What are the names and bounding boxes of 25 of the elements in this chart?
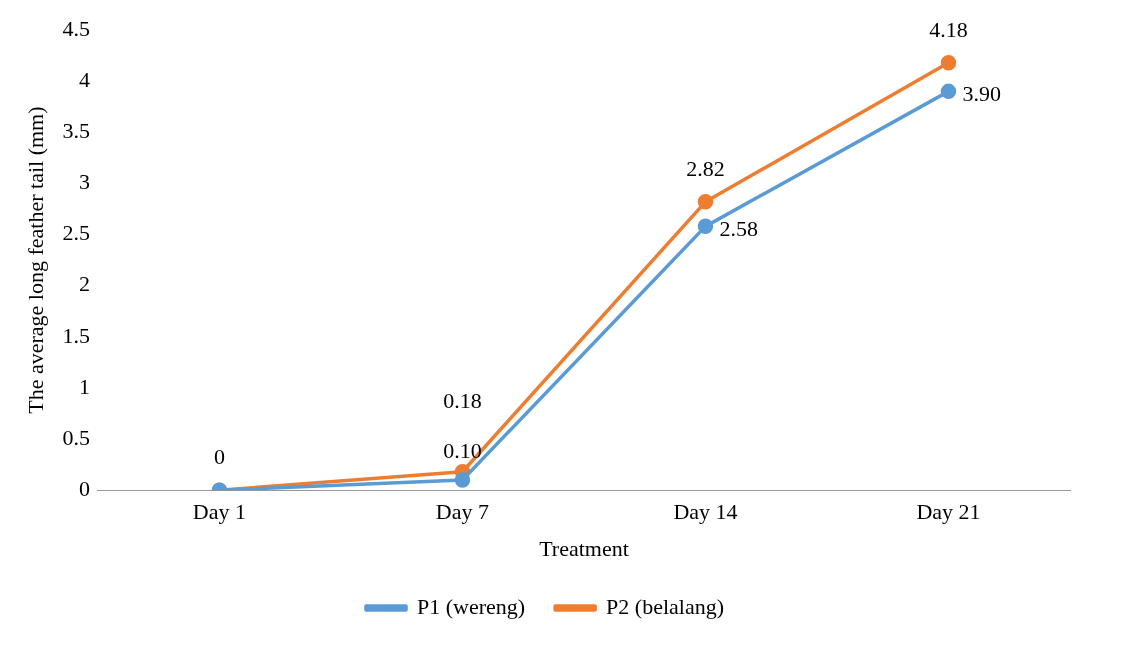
data-label: 2.58 xyxy=(719,216,758,242)
x-tick-label: Day 7 xyxy=(435,499,490,525)
x-tick-label: Day 14 xyxy=(673,499,738,525)
data-label: 4.18 xyxy=(929,16,968,42)
y-tick-label: 1 xyxy=(78,373,90,399)
data-label: 0.18 xyxy=(443,387,482,413)
y-tick-label: 3 xyxy=(78,169,90,195)
data-label: 3.90 xyxy=(962,81,1001,107)
y-axis-title: The average long feather tail (mm) xyxy=(22,106,48,414)
x-tick-label: Day 1 xyxy=(192,499,246,525)
y-tick-label: 4 xyxy=(78,66,90,92)
x-axis-title: Treatment xyxy=(539,535,629,561)
data-label: 2.82 xyxy=(686,155,725,181)
data-label: 0 xyxy=(213,443,225,469)
x-tick-label: Day 21 xyxy=(916,499,981,525)
y-tick-label: 0 xyxy=(78,475,90,501)
y-tick-label: 4.5 xyxy=(62,15,90,41)
y-tick-label: 0.5 xyxy=(62,424,90,450)
y-tick-label: 2 xyxy=(78,271,90,297)
legend-label: P1 (wereng) xyxy=(416,593,526,619)
legend-label: P2 (belalang) xyxy=(606,593,725,619)
y-tick-label: 1.5 xyxy=(62,322,90,348)
y-tick-label: 2.5 xyxy=(62,220,90,246)
data-label: 0.10 xyxy=(443,437,482,463)
y-tick-label: 3.5 xyxy=(62,118,90,144)
